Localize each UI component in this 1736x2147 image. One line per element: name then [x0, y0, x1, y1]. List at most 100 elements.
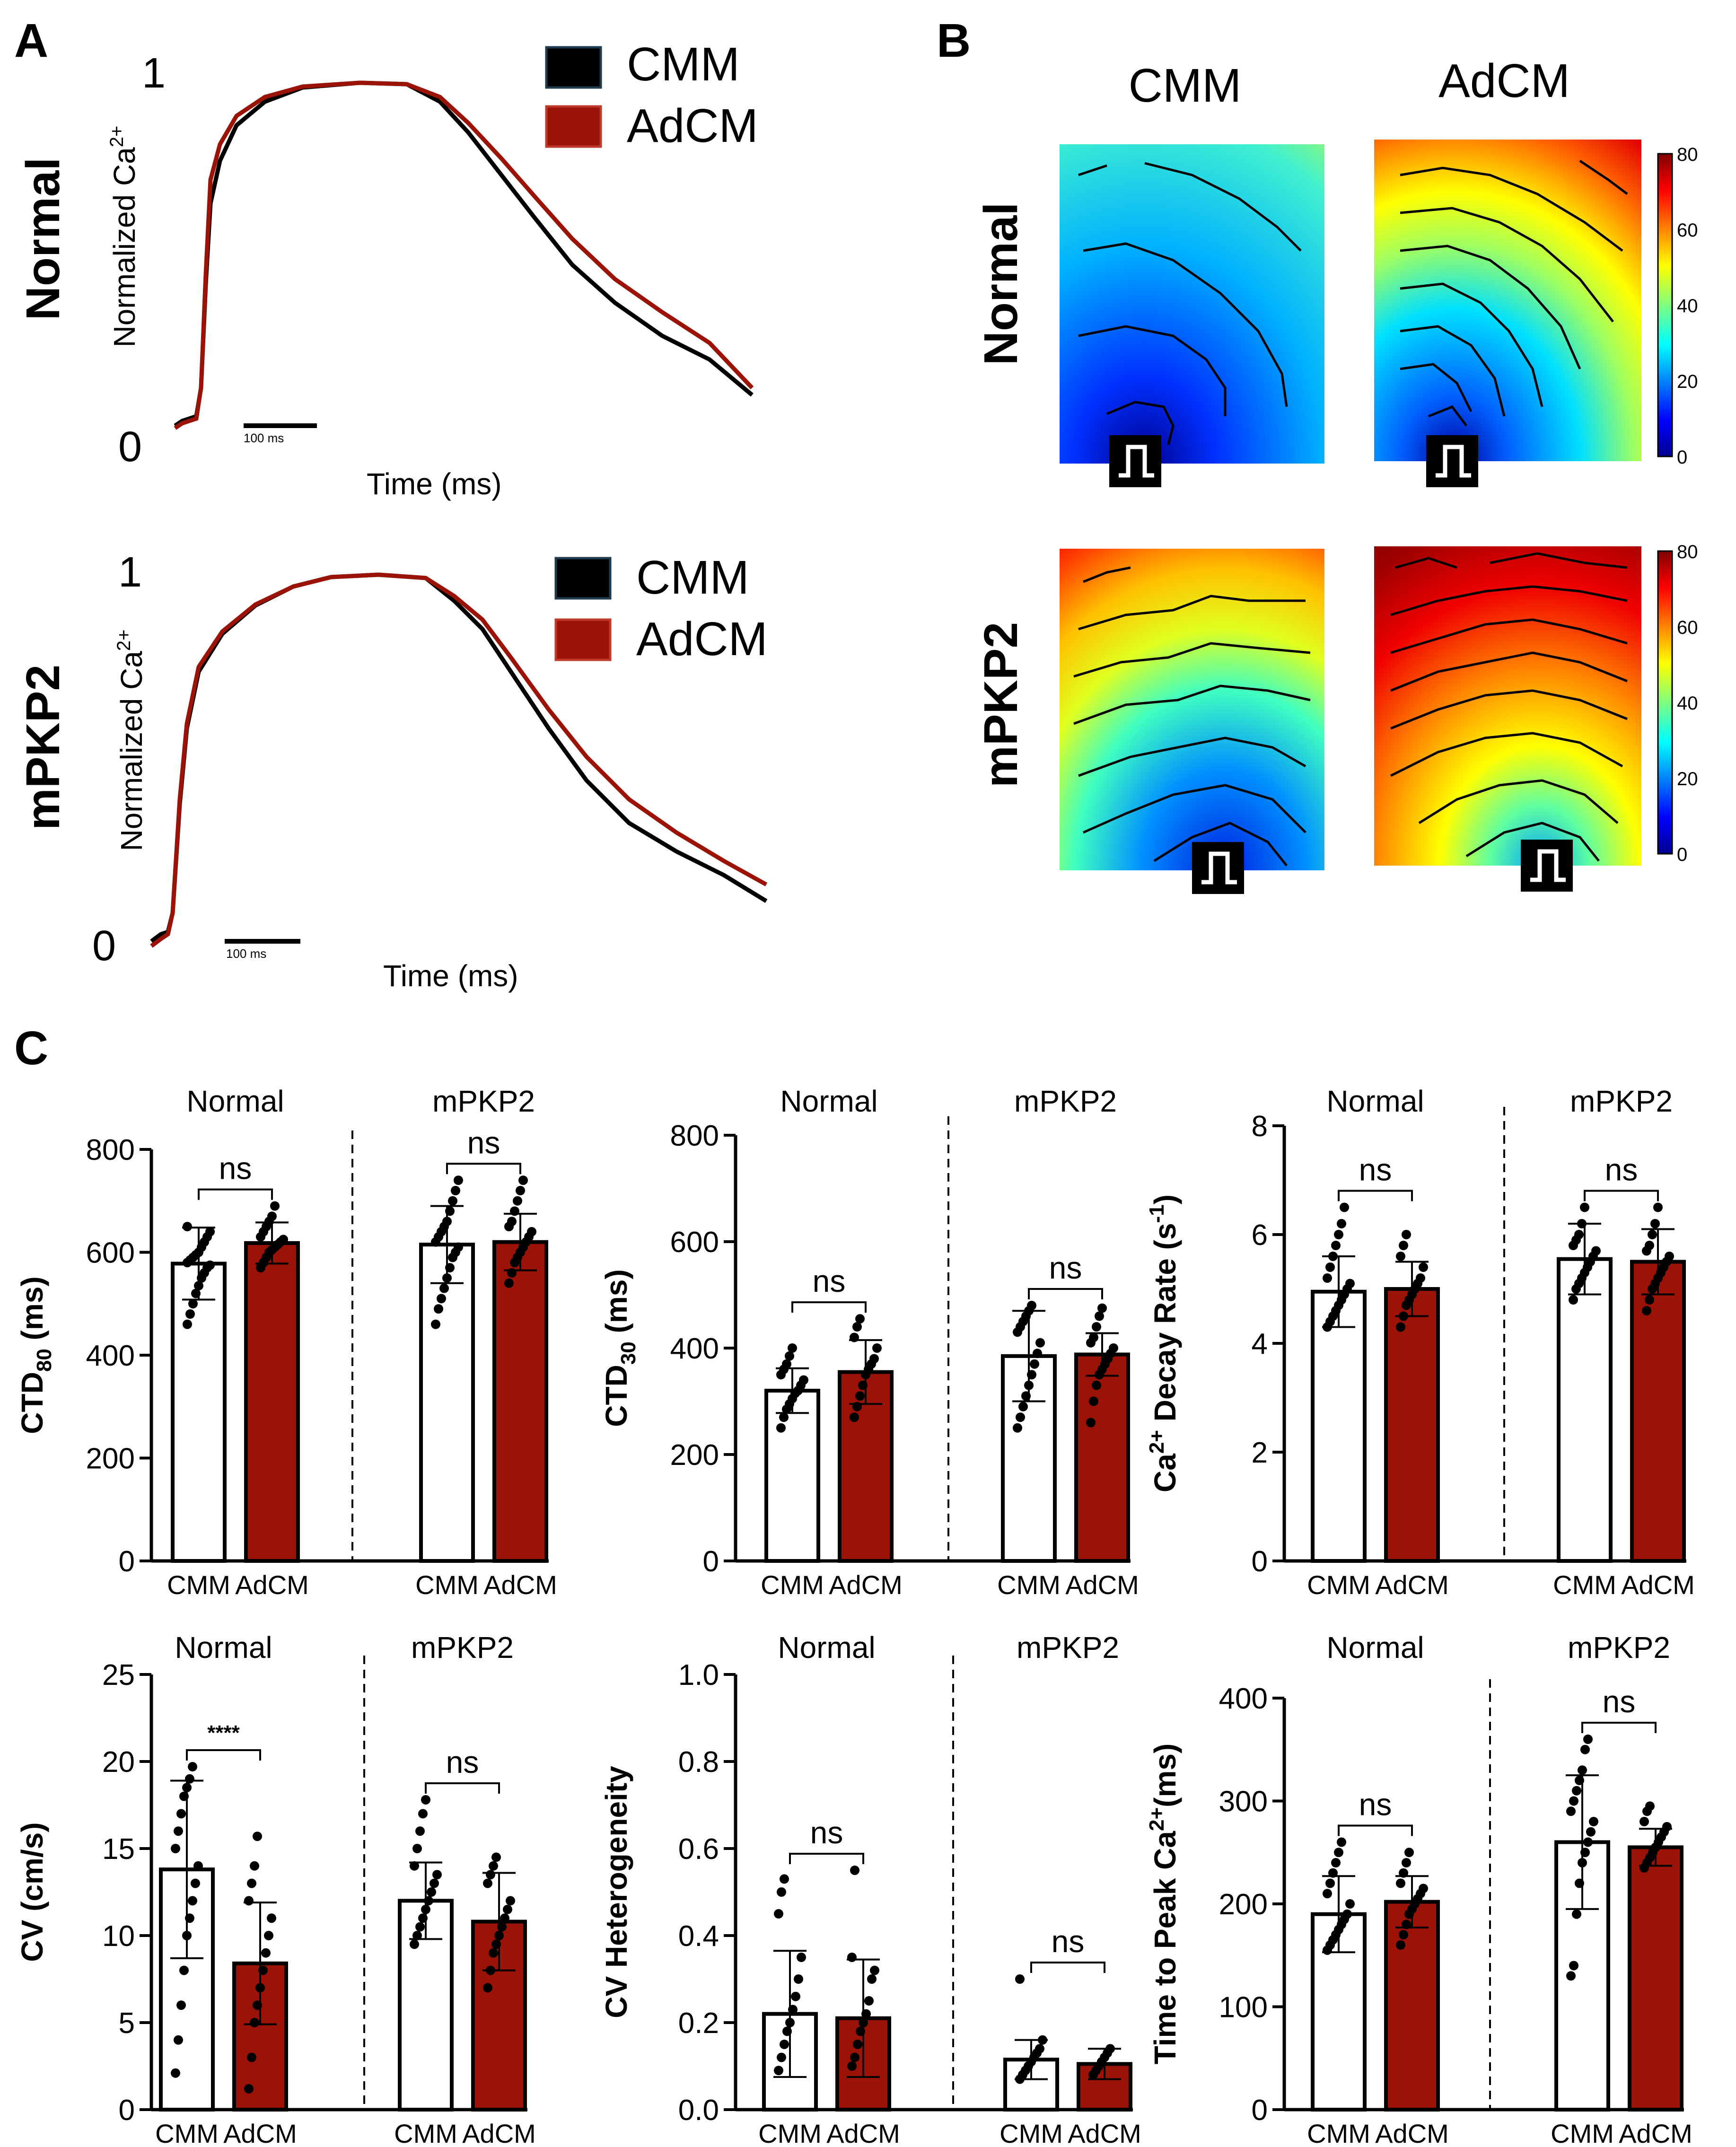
x-tick-label: AdCM — [483, 1570, 557, 1600]
data-point — [1566, 1971, 1576, 1981]
data-point — [1396, 1878, 1405, 1888]
significance-bracket — [186, 1749, 261, 1761]
significance-label: ns — [1049, 1250, 1082, 1285]
group-header: Normal — [778, 1630, 875, 1665]
y-axis-label: CTD30 (ms) — [599, 1269, 640, 1427]
bar-cmm-mpkp2 — [1557, 1257, 1613, 1563]
y-tick-label: 800 — [86, 1134, 135, 1166]
colorbar-bottom: 80 60 40 20 0 — [1657, 542, 1698, 865]
group-header: mPKP2 — [1014, 1084, 1117, 1118]
legend-swatch-cmm — [554, 557, 612, 600]
data-point — [244, 1896, 254, 1906]
data-point — [774, 2066, 783, 2076]
data-point — [847, 2061, 857, 2071]
data-point — [777, 2052, 786, 2062]
data-point — [244, 2084, 254, 2094]
colorbar-tick: 60 — [1677, 220, 1698, 241]
panel-letter-b: B — [937, 14, 971, 67]
data-point — [1092, 1380, 1101, 1390]
colorbar-tick: 40 — [1677, 296, 1698, 316]
colorbar-tick: 0 — [1677, 447, 1687, 468]
data-point — [1396, 1940, 1405, 1950]
y-tick-label: 600 — [86, 1237, 135, 1270]
map-row-label-normal: Normal — [974, 202, 1027, 366]
y-tick-label: 100 — [1219, 1991, 1268, 2024]
x-tick-label: AdCM — [235, 1570, 309, 1600]
map-row-label-mpkp2: mPKP2 — [974, 622, 1027, 788]
bar-adcm-normal — [1384, 1287, 1440, 1563]
y-tick-label: 10 — [102, 1920, 135, 1953]
data-point — [794, 1974, 803, 1984]
data-point — [1331, 1241, 1341, 1250]
y-tick-label: 2 — [1252, 1437, 1268, 1469]
data-point — [486, 1870, 495, 1880]
bar-cmm-normal — [1311, 1289, 1367, 1563]
data-point — [1402, 1230, 1411, 1239]
significance-label: ns — [219, 1151, 252, 1186]
data-point — [1642, 1306, 1651, 1315]
data-point — [518, 1175, 528, 1185]
significance-label: ns — [1605, 1152, 1638, 1187]
data-point — [174, 2035, 183, 2045]
data-point — [867, 1974, 877, 1984]
stimulus-icon — [1192, 842, 1244, 894]
data-point — [430, 1878, 439, 1888]
significance-bracket — [198, 1188, 273, 1200]
data-point — [1089, 1396, 1098, 1406]
y-tick-label: 200 — [670, 1439, 719, 1472]
data-point — [870, 1965, 879, 1975]
data-point — [1095, 1311, 1104, 1321]
data-point — [872, 1343, 882, 1353]
data-point — [1572, 1909, 1581, 1919]
trace-legend: CMM AdCM — [545, 38, 758, 152]
data-point — [788, 1343, 797, 1353]
significance-label: **** — [207, 1721, 240, 1744]
y-tick-label: 0 — [703, 1545, 719, 1578]
data-point — [439, 1283, 449, 1293]
colorbar-tick: 0 — [1677, 844, 1687, 865]
group-header: mPKP2 — [1568, 1630, 1670, 1665]
y-tick-label: 25 — [102, 1659, 135, 1691]
data-point — [437, 1294, 446, 1304]
group-header: Normal — [186, 1084, 284, 1118]
data-point — [1569, 1295, 1578, 1305]
data-point — [183, 1319, 192, 1329]
activation-map-mpkp2-adcm — [1374, 546, 1641, 892]
y-tick-label: 300 — [1219, 1786, 1268, 1818]
x-tick-label: CMM — [1553, 1570, 1616, 1600]
y-tick-label: 0.6 — [678, 1833, 719, 1866]
data-point — [1416, 1273, 1425, 1283]
legend-label-adcm: AdCM — [627, 99, 758, 152]
y-axis-label: Time to Peak Ca2+(ms) — [1145, 1744, 1182, 2065]
data-point — [780, 2040, 789, 2049]
data-point — [855, 1314, 865, 1324]
data-point — [489, 1861, 498, 1871]
data-point — [270, 1201, 280, 1211]
data-point — [1013, 1423, 1022, 1433]
row-label-mpkp2-trace: mPKP2 — [17, 665, 70, 830]
data-point — [507, 1217, 517, 1227]
bar-adcm-mpkp2 — [1630, 1260, 1686, 1563]
trace-y-label: Normalized Ca2+ — [114, 630, 149, 851]
y-tick-label: 200 — [1219, 1888, 1268, 1921]
data-point — [483, 1983, 492, 1993]
data-point — [869, 1354, 879, 1364]
significance-bracket — [425, 1782, 500, 1794]
data-point — [1653, 1202, 1663, 1212]
x-tick-label: CMM — [415, 1570, 479, 1600]
data-point — [776, 1423, 786, 1433]
panel-letter-a: A — [14, 14, 48, 67]
data-point — [247, 1878, 256, 1888]
data-point — [432, 1870, 442, 1880]
legend-label-cmm: CMM — [627, 38, 740, 91]
data-point — [264, 1931, 273, 1940]
data-point — [483, 1878, 492, 1888]
data-point — [1419, 1262, 1428, 1272]
x-tick-label: CMM — [1551, 2119, 1614, 2147]
data-point — [454, 1175, 463, 1185]
x-tick-label: CMM — [1307, 2119, 1370, 2147]
bar-adcm-mpkp2 — [1074, 1352, 1130, 1563]
